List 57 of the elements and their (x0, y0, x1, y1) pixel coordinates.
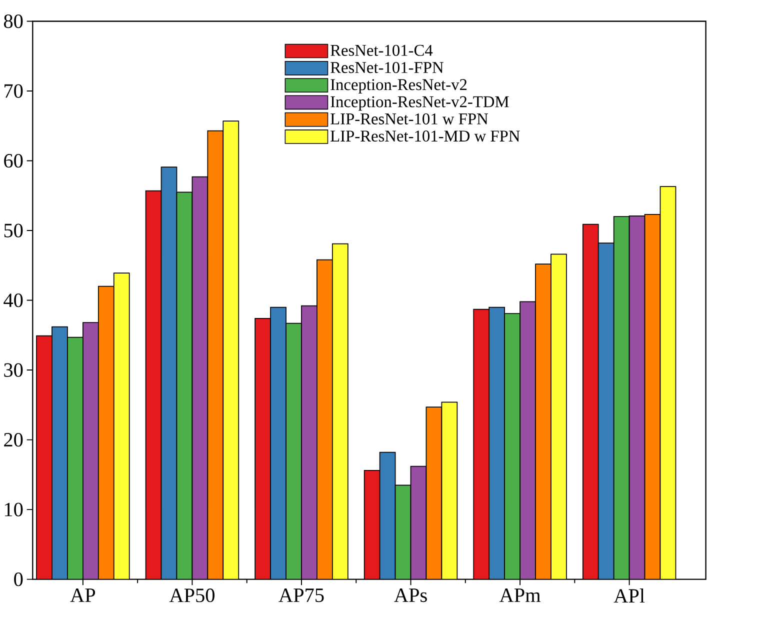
bar (379, 452, 396, 580)
y-tick-label: 40 (4, 293, 23, 308)
bar (176, 192, 193, 580)
bar (67, 337, 83, 580)
y-tick-label: 10 (5, 502, 23, 516)
bar (301, 305, 318, 580)
x-tick-label: APm (499, 588, 541, 602)
legend-label: Inception-ResNet-v2 (330, 79, 467, 94)
bar (394, 484, 412, 580)
legend-label: LIP-ResNet-101 w FPN (330, 113, 488, 124)
bar (628, 215, 646, 580)
x-tick-label: APl (614, 588, 645, 603)
bar (613, 216, 630, 580)
bar (535, 264, 552, 580)
bar (254, 318, 271, 580)
y-tick-label: 0 (14, 572, 23, 586)
y-tick-label: 30 (4, 363, 23, 377)
y-tick-label: 50 (4, 224, 23, 238)
bar (644, 214, 661, 580)
bar (550, 254, 567, 580)
bar (660, 186, 676, 580)
bar (114, 273, 130, 580)
bar (504, 313, 520, 580)
legend-label: ResNet-101-FPN (330, 62, 444, 74)
bar (222, 120, 240, 580)
bar (332, 243, 348, 580)
bar (82, 322, 98, 580)
bar (520, 301, 536, 580)
legend-label: Inception-ResNet-v2-TDM (330, 96, 509, 111)
bar (207, 130, 224, 580)
x-tick-label: AP75 (278, 588, 324, 602)
bar (36, 336, 52, 580)
bar (98, 286, 114, 580)
bar (160, 166, 178, 580)
bar (488, 306, 505, 580)
bar (52, 326, 68, 580)
bar (582, 224, 599, 580)
bar (316, 259, 333, 580)
bar (270, 306, 286, 580)
bar (598, 242, 614, 580)
x-tick-label: AP50 (169, 588, 214, 602)
bar (364, 470, 380, 580)
legend-label: ResNet-101-C4 (330, 44, 433, 56)
bar (145, 190, 162, 580)
x-tick-label: APs (394, 588, 427, 602)
bar (192, 176, 208, 580)
bar (473, 308, 490, 580)
y-tick-label: 80 (4, 14, 23, 28)
bar (286, 322, 302, 580)
legend-label: LIP-ResNet-101-MD w FPN (330, 130, 520, 142)
bar (441, 402, 458, 580)
y-tick-label: 60 (4, 154, 23, 168)
y-tick-label: 70 (4, 84, 23, 98)
bar (426, 406, 442, 580)
x-tick-label: AP (70, 588, 96, 602)
bar (410, 466, 427, 580)
y-tick-label: 20 (4, 432, 23, 447)
